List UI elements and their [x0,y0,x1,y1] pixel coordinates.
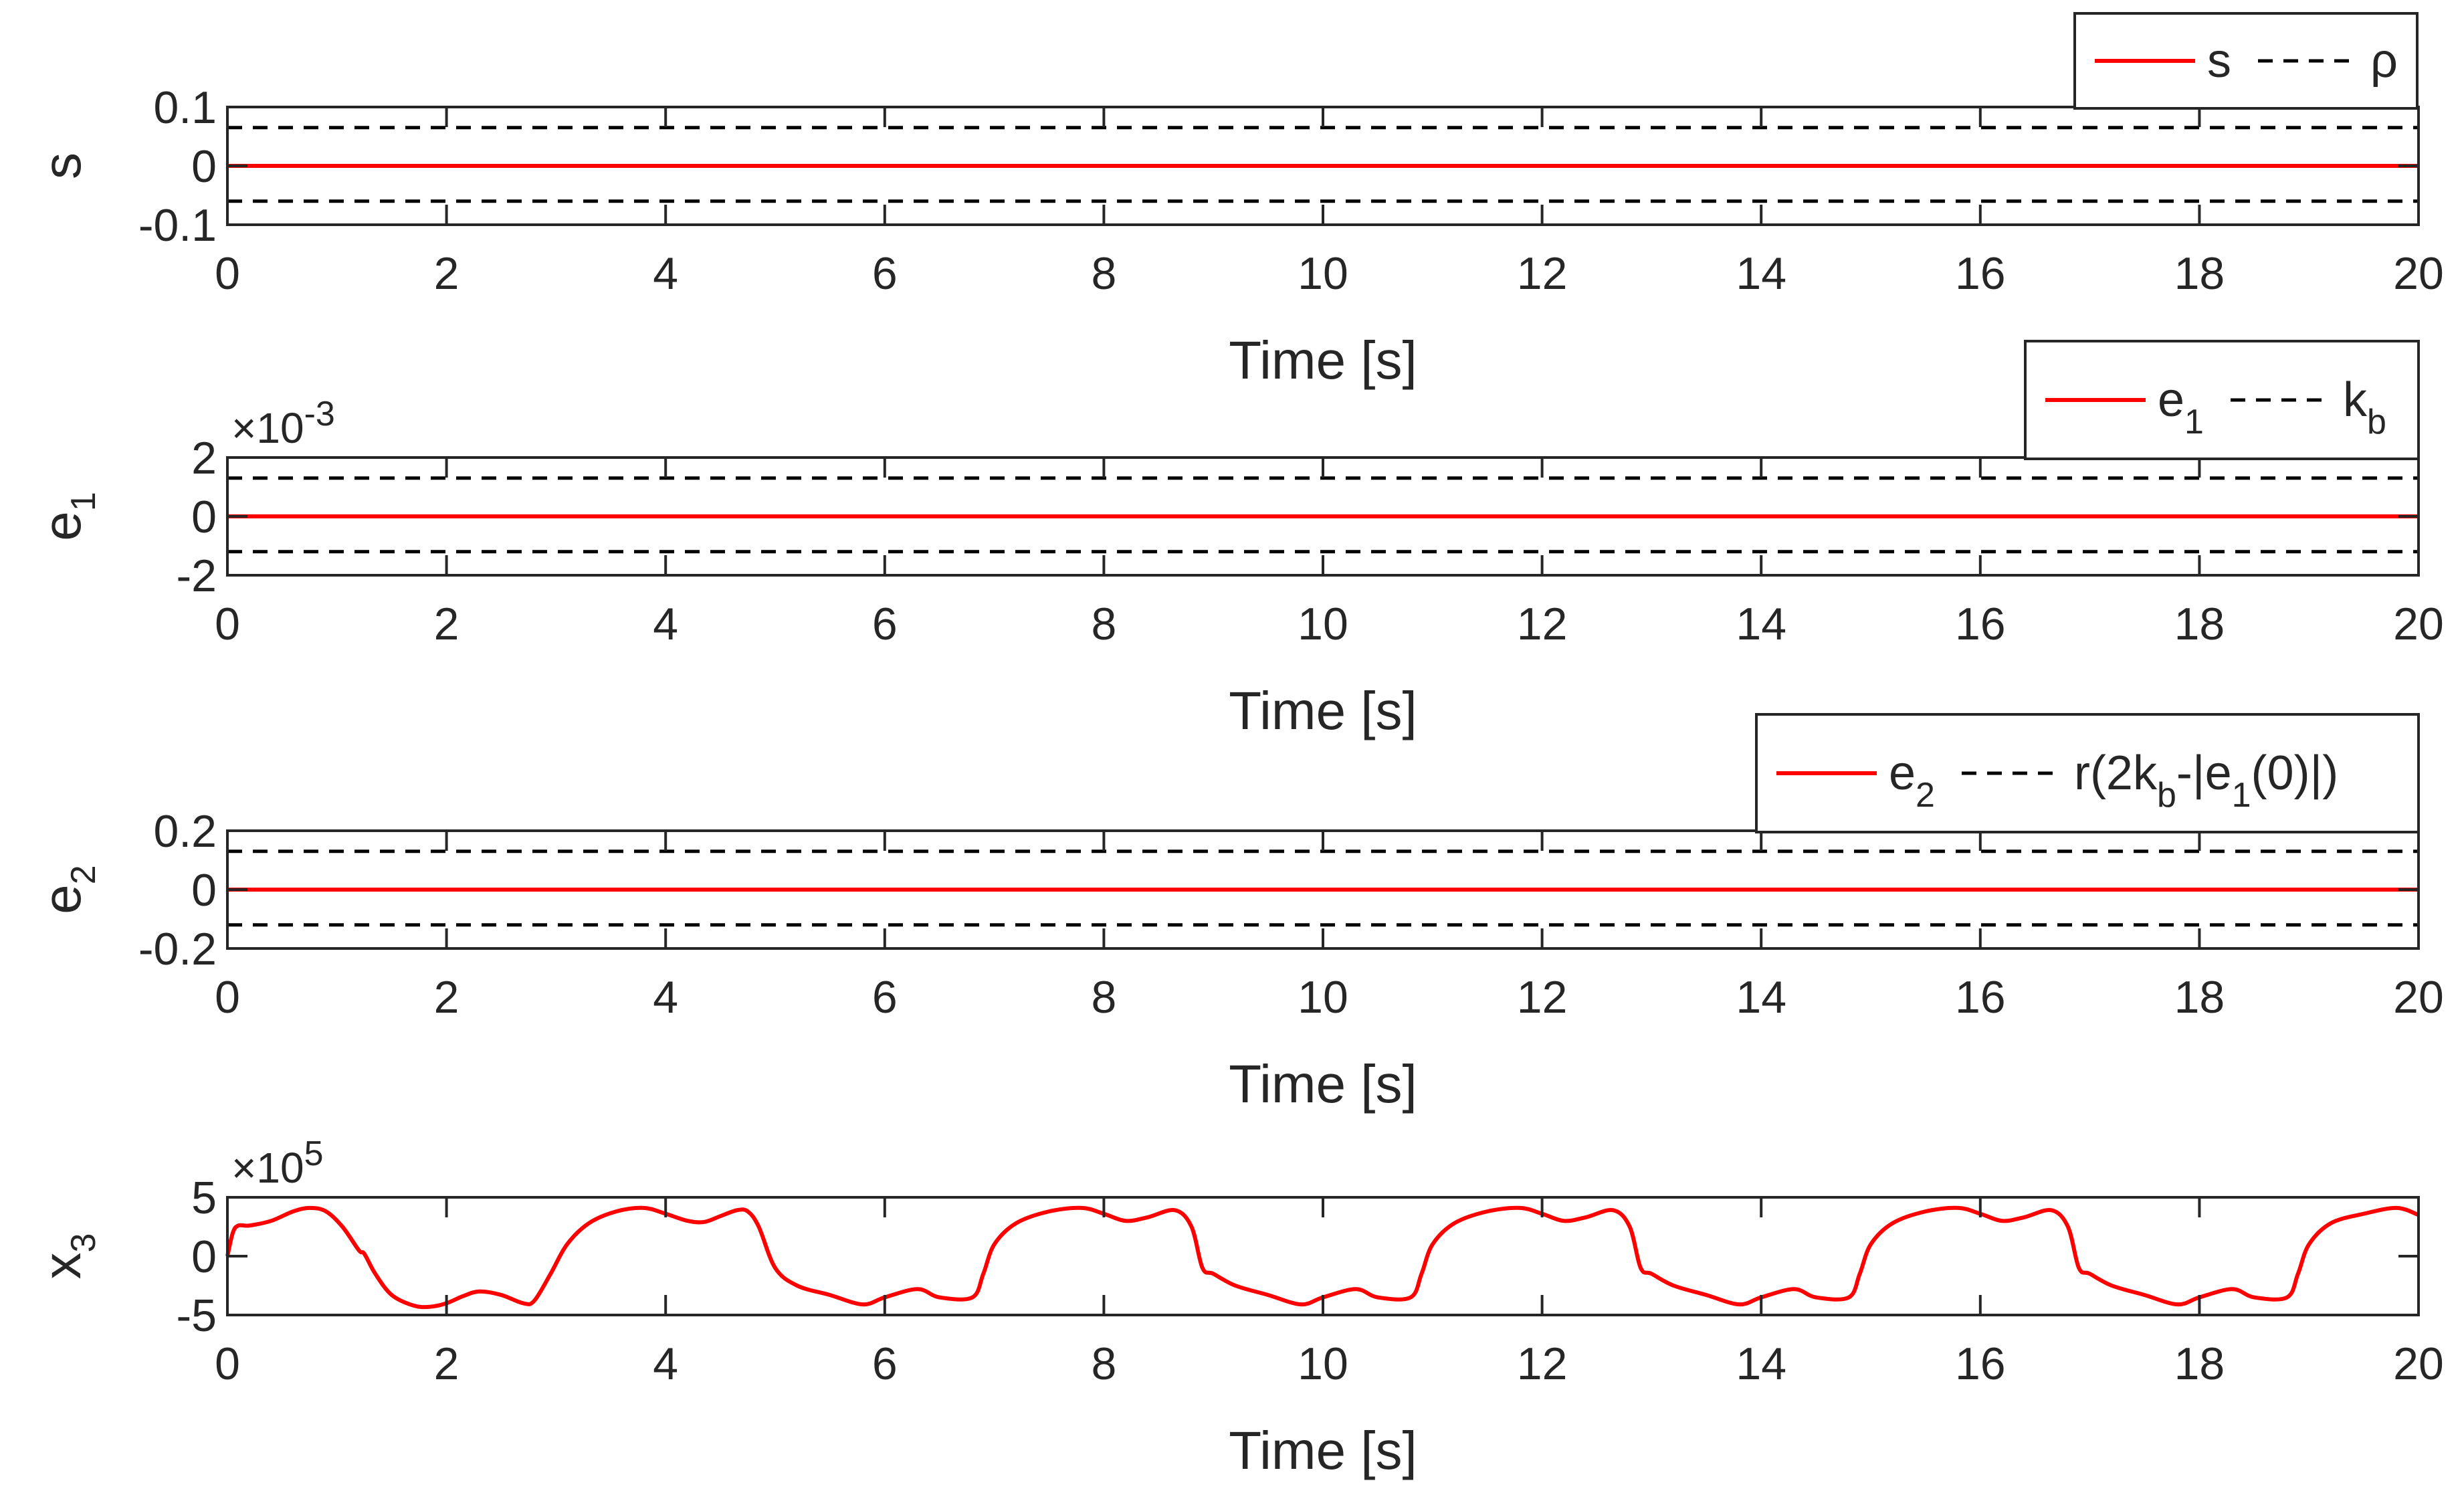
series-line-1 [225,1205,2420,1310]
x-tick-label: 8 [1091,972,1116,1023]
x-tick-label: 18 [2174,599,2225,649]
x-tick-label: 18 [2174,1338,2225,1389]
x-tick-label: 6 [872,972,898,1023]
x-axis-label: Time [s] [1229,1054,1417,1114]
x-tick-label: 4 [653,248,678,299]
x-axis-label: Time [s] [1229,330,1417,390]
x-tick-label: 12 [1517,599,1568,649]
x-tick-label: 16 [1955,972,2006,1023]
x-tick-label: 4 [653,1338,678,1389]
y-tick-label: 0.2 [153,806,217,857]
y-tick-label: 0 [191,141,217,192]
x-tick-label: 14 [1736,1338,1786,1389]
y-tick-label: -2 [177,550,217,601]
x-tick-label: 8 [1091,1338,1116,1389]
legend-entry-1: e2 [1889,746,1935,815]
y-tick-label: -0.2 [138,924,217,975]
x-tick-label: 12 [1517,1338,1568,1389]
x-tick-label: 14 [1736,599,1786,649]
x-tick-label: 2 [434,599,459,649]
y-axis-label: e2 [32,865,103,914]
y-tick-label: -5 [177,1290,217,1341]
exponent-label: ×105 [231,1134,323,1192]
x-tick-label: 0 [215,1338,240,1389]
x-tick-label: 14 [1736,972,1786,1023]
x-tick-label: 4 [653,599,678,649]
x-tick-label: 10 [1298,1338,1348,1389]
x-tick-label: 10 [1298,599,1348,649]
x-axis-label: Time [s] [1229,681,1417,740]
x-tick-label: 16 [1955,1338,2006,1389]
y-tick-label: 0 [191,492,217,542]
y-tick-label: 5 [191,1173,217,1223]
x-tick-label: 6 [872,1338,898,1389]
x-tick-label: 6 [872,248,898,299]
x-tick-label: 10 [1298,972,1348,1023]
legend: e2 r(2kb-|e1(0)|) [1755,713,2420,833]
y-tick-label: 0 [191,865,217,916]
x-tick-label: 10 [1298,248,1348,299]
y-tick-label: 2 [191,433,217,484]
x-tick-label: 0 [215,972,240,1023]
x-tick-label: 12 [1517,248,1568,299]
x-tick-label: 14 [1736,248,1786,299]
y-tick-label: -0.1 [138,200,217,251]
legend-entry-1: e1 [2158,373,2204,441]
x-tick-label: 2 [434,1338,459,1389]
exponent-label: ×10-3 [231,395,335,452]
y-tick-label: 0 [191,1231,217,1282]
y-tick-label: 0.1 [153,82,217,133]
x-tick-label: 18 [2174,248,2225,299]
x-tick-label: 0 [215,599,240,649]
x-tick-label: 20 [2393,599,2444,649]
x-tick-label: 8 [1091,599,1116,649]
legend-entry-2: r(2kb-|e1(0)|) [2074,746,2338,815]
legend-entry-1: s [2207,34,2231,88]
x-tick-label: 8 [1091,248,1116,299]
x-tick-label: 20 [2393,248,2444,299]
x-tick-label: 16 [1955,599,2006,649]
legend-entry-2: ρ [2370,34,2398,88]
x-tick-label: 6 [872,599,898,649]
x-tick-label: 16 [1955,248,2006,299]
x-tick-label: 2 [434,972,459,1023]
x-tick-label: 20 [2393,1338,2444,1389]
x-tick-label: 12 [1517,972,1568,1023]
x-tick-label: 20 [2393,972,2444,1023]
x-tick-label: 2 [434,248,459,299]
x-tick-label: 4 [653,972,678,1023]
y-axis-label: e1 [32,492,103,540]
x-tick-label: 18 [2174,972,2225,1023]
y-axis-label: s [32,153,92,179]
legend: e1 kb [2024,340,2420,460]
x-axis-label: Time [s] [1229,1421,1417,1480]
y-axis-label: x3 [32,1233,103,1280]
legend-entry-2: kb [2343,373,2386,441]
x-tick-label: 0 [215,248,240,299]
